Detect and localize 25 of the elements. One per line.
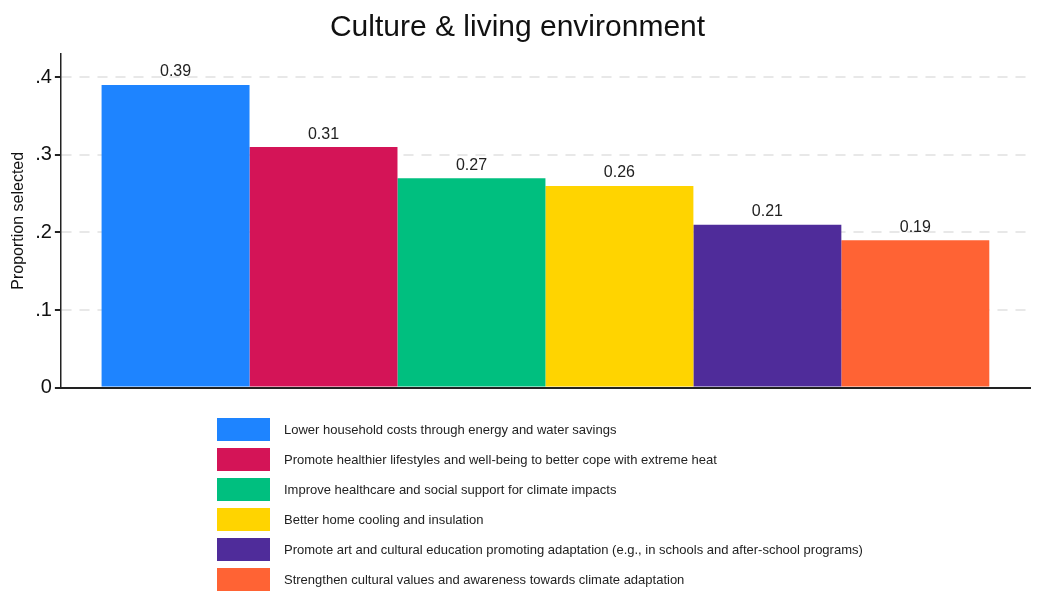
legend-label: Promote healthier lifestyles and well-being to better cope with extreme heat bbox=[284, 451, 717, 467]
legend-label: Strengthen cultural values and awareness towards climate adaptation bbox=[284, 571, 685, 587]
chart-title: Culture & living environment bbox=[329, 9, 706, 43]
data-label: 0.19 bbox=[899, 217, 931, 235]
data-label: 0.31 bbox=[307, 124, 340, 142]
legend-label: Improve healthcare and social support for climate impacts bbox=[284, 481, 617, 497]
y-tick-label: .1 bbox=[35, 297, 52, 320]
data-label: 0.27 bbox=[455, 155, 488, 173]
y-tick-label: .2 bbox=[35, 219, 52, 242]
y-axis-title: Proportion selected bbox=[9, 151, 27, 290]
bar bbox=[693, 224, 842, 387]
y-tick-label: .4 bbox=[35, 64, 52, 87]
y-tick-label: .3 bbox=[35, 142, 52, 165]
legend-label: Promote art and cultural education promoting adaptation (e.g., in schools and after-school programs) bbox=[284, 541, 863, 557]
bar bbox=[397, 178, 546, 387]
bar bbox=[841, 240, 990, 387]
y-tick-label: 0 bbox=[40, 375, 52, 398]
legend-label: Better home cooling and insulation bbox=[284, 511, 484, 527]
data-label: 0.21 bbox=[751, 202, 784, 220]
legend-label: Lower household costs through energy and water savings bbox=[284, 421, 617, 437]
data-label: 0.39 bbox=[159, 62, 192, 80]
bar bbox=[249, 147, 398, 387]
bar bbox=[101, 85, 250, 387]
data-label: 0.26 bbox=[603, 163, 636, 181]
bar bbox=[545, 185, 694, 387]
